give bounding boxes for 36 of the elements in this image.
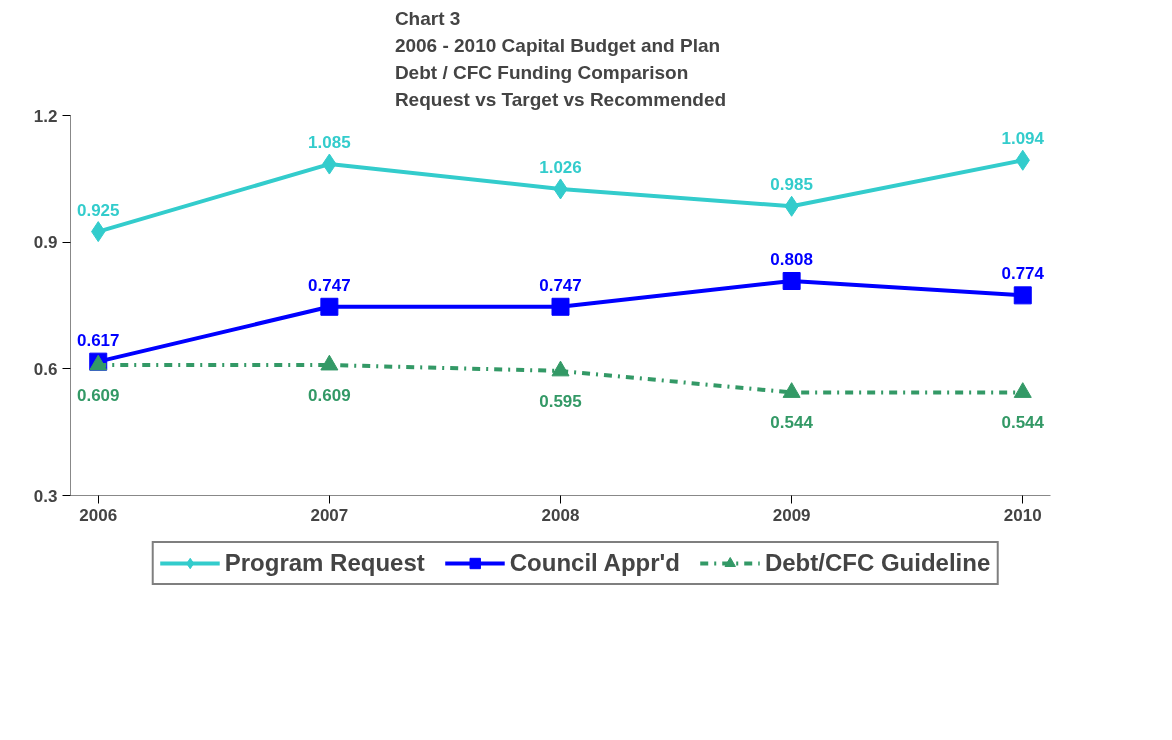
point [551, 297, 570, 316]
data-label: 1.085 [308, 133, 351, 153]
data-label: 0.617 [76, 330, 120, 350]
legend-label: Program Request [224, 549, 425, 577]
legend-label: Council Appr'd [509, 549, 680, 577]
point [782, 272, 801, 291]
data-label: 0.808 [770, 250, 813, 270]
data-label: 0.544 [770, 413, 814, 433]
y-tick-label: 1.2 [33, 106, 58, 126]
point [1013, 286, 1032, 305]
x-tick-label: 2010 [1003, 505, 1042, 525]
y-tick-label: 0.9 [33, 233, 58, 253]
x-tick-label: 2008 [541, 505, 580, 525]
data-label: 0.774 [1001, 264, 1045, 284]
y-tick-label: 0.3 [33, 486, 58, 506]
data-label: 0.609 [76, 386, 120, 406]
legend-label: Debt/CFC Guideline [764, 549, 991, 577]
data-label: 0.595 [539, 391, 582, 411]
y-tick-label: 0.6 [33, 359, 58, 379]
data-label: 0.747 [308, 275, 351, 295]
x-tick-label: 2006 [79, 505, 118, 525]
point [320, 354, 339, 371]
data-label: 0.609 [308, 386, 351, 406]
point [782, 382, 801, 398]
point [551, 360, 570, 377]
x-tick-label: 2007 [310, 505, 349, 525]
data-label: 1.026 [539, 157, 582, 177]
point [320, 297, 339, 316]
x-tick-label: 2009 [772, 505, 811, 525]
chart-title: Chart 3 2006 - 2010 Capital Budget and Plan Debt / CFC Funding Comparison Request vs Target vs Recommended [394, 7, 727, 111]
data-label: 0.747 [539, 275, 582, 295]
data-label: 0.544 [1001, 413, 1045, 433]
data-label: 1.094 [1001, 129, 1045, 149]
point [1013, 382, 1032, 398]
data-label: 0.925 [76, 200, 120, 220]
data-label: 0.985 [770, 175, 813, 195]
